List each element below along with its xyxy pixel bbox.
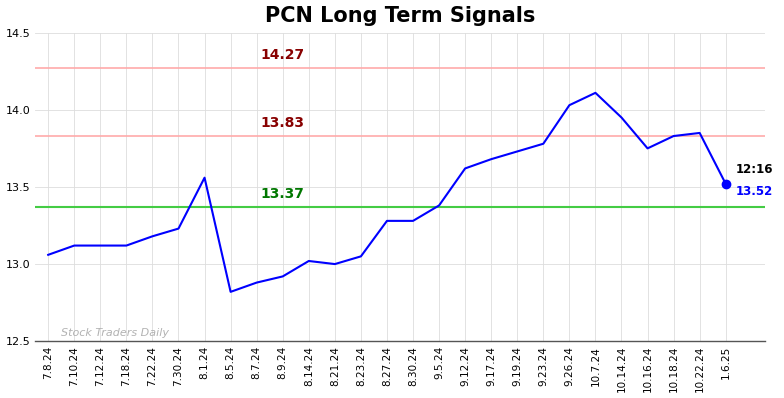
Title: PCN Long Term Signals: PCN Long Term Signals [265, 6, 535, 25]
Text: 13.37: 13.37 [261, 187, 305, 201]
Text: 12:16: 12:16 [736, 164, 774, 176]
Text: Stock Traders Daily: Stock Traders Daily [61, 328, 169, 338]
Text: 13.52: 13.52 [736, 185, 773, 198]
Text: 14.27: 14.27 [260, 48, 305, 62]
Text: 13.83: 13.83 [261, 116, 305, 130]
